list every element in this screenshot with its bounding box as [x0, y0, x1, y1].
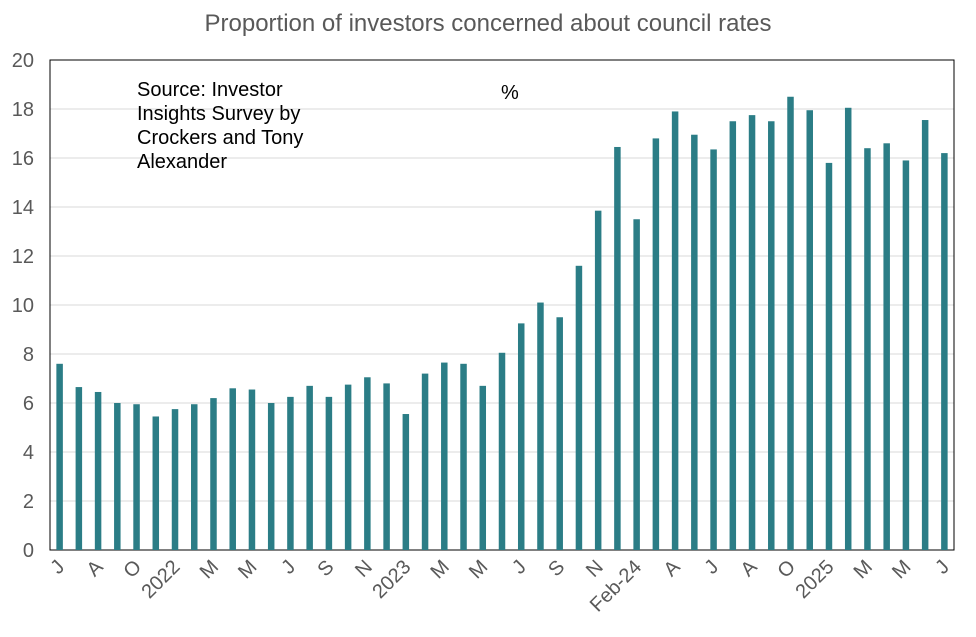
bar	[248, 389, 256, 550]
bar	[652, 138, 660, 550]
x-tick-label: N	[351, 556, 377, 582]
x-tick-label: 2022	[138, 556, 185, 603]
chart-title: Proportion of investors concerned about …	[204, 10, 772, 37]
bar	[479, 385, 487, 550]
bar	[710, 149, 717, 551]
bar	[421, 373, 429, 550]
bar	[941, 153, 948, 550]
bar	[133, 404, 140, 550]
bar	[267, 403, 275, 550]
bar	[556, 317, 563, 550]
x-tick-label: O	[773, 556, 800, 583]
bar	[114, 403, 121, 550]
y-tick-label: 20	[12, 50, 34, 72]
bar	[787, 96, 794, 550]
x-tick-label: A	[737, 556, 762, 581]
source-annotation: Source: Investor Insights Survey by Croc…	[137, 79, 304, 173]
bar	[614, 146, 621, 550]
x-tick-label: M	[465, 556, 492, 583]
bar	[806, 110, 813, 550]
bar	[460, 363, 467, 550]
bar	[364, 377, 371, 550]
bar	[921, 120, 929, 551]
x-tick-label: S	[313, 556, 338, 581]
x-tick-label: A	[83, 556, 108, 581]
bar	[902, 160, 910, 550]
bar	[441, 362, 448, 550]
x-tick-label: M	[426, 556, 453, 583]
bar	[498, 352, 506, 550]
bar	[691, 134, 698, 550]
x-tick-label: J	[277, 556, 300, 579]
bar	[325, 396, 333, 550]
bar	[594, 210, 602, 551]
bar	[748, 115, 756, 550]
bar	[537, 302, 544, 550]
x-tick-label: M	[196, 556, 223, 583]
bar	[383, 383, 390, 550]
x-tick-label: A	[660, 556, 685, 581]
x-tick-label: M	[234, 556, 261, 583]
x-tick-label: S	[544, 556, 569, 581]
bar	[191, 404, 198, 550]
x-tick-label: M	[888, 556, 915, 583]
x-tick-label: 2023	[368, 556, 415, 603]
y-tick-label: 0	[23, 540, 34, 562]
bar	[56, 363, 63, 550]
bar	[152, 416, 160, 550]
bar	[517, 323, 525, 550]
unit-label: %	[501, 82, 519, 104]
bar	[402, 414, 410, 550]
y-tick-label: 8	[23, 344, 34, 366]
bar	[171, 409, 179, 550]
x-tick-label: O	[120, 556, 147, 583]
y-tick-label: 18	[12, 99, 34, 121]
bar	[210, 398, 217, 550]
bar	[306, 385, 313, 550]
y-tick-label: 12	[12, 246, 34, 268]
x-tick-label: N	[582, 556, 608, 582]
bar	[344, 384, 352, 550]
x-tick-label: J	[47, 556, 70, 579]
bar	[671, 111, 679, 550]
x-tick-label: J	[700, 556, 723, 579]
bar	[825, 162, 833, 550]
y-tick-label: 10	[12, 295, 34, 317]
bar	[229, 388, 236, 550]
bar	[883, 143, 890, 551]
y-tick-label: 4	[23, 442, 34, 464]
bar	[844, 107, 852, 551]
bar	[729, 121, 737, 550]
bar	[575, 265, 583, 550]
y-tick-label: 2	[23, 491, 34, 513]
bar	[768, 121, 775, 550]
bar	[75, 387, 83, 550]
x-tick-label: J	[508, 556, 531, 579]
bar	[94, 391, 102, 550]
bar	[287, 396, 294, 550]
x-tick-label: J	[931, 556, 954, 579]
y-tick-label: 16	[12, 148, 34, 170]
y-tick-label: 14	[12, 197, 34, 219]
x-tick-label: 2025	[791, 556, 838, 603]
y-tick-label: 6	[23, 393, 34, 415]
bar	[864, 148, 871, 550]
x-tick-label: M	[850, 556, 877, 583]
bar	[633, 219, 640, 550]
